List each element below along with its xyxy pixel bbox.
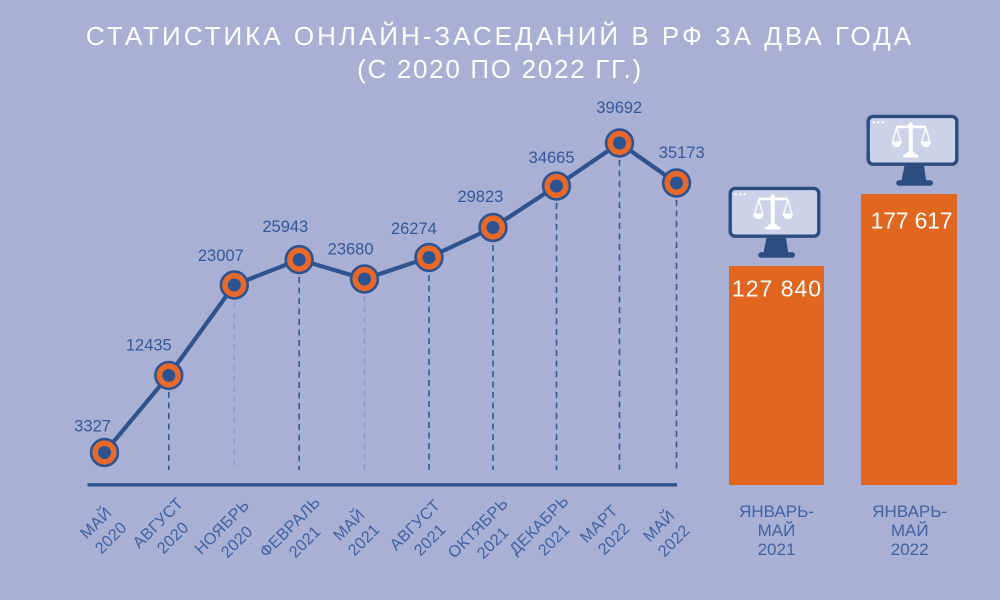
svg-text:35173: 35173 bbox=[659, 144, 705, 162]
svg-text:25943: 25943 bbox=[262, 218, 308, 236]
svg-text:26274: 26274 bbox=[391, 220, 437, 238]
svg-text:23007: 23007 bbox=[198, 247, 244, 265]
svg-text:3327: 3327 bbox=[74, 418, 111, 436]
svg-text:34665: 34665 bbox=[529, 149, 575, 167]
svg-text:23680: 23680 bbox=[328, 240, 374, 258]
svg-text:12435: 12435 bbox=[126, 337, 172, 355]
svg-text:29823: 29823 bbox=[457, 188, 503, 206]
svg-text:39692: 39692 bbox=[596, 99, 642, 117]
